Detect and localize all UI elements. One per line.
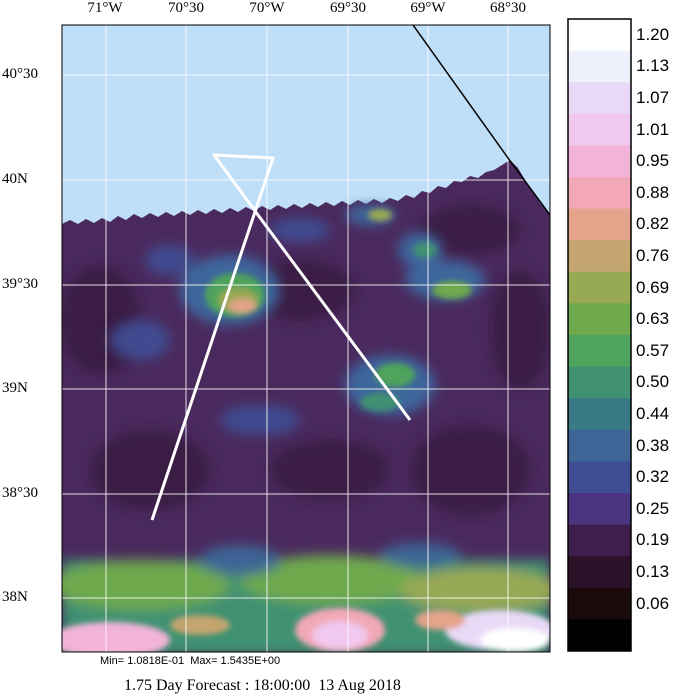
- colorbar-level-label: 1.13: [636, 56, 670, 76]
- colorbar-level-label: 0.32: [636, 467, 670, 487]
- colorbar-level-label: 0.57: [636, 340, 670, 360]
- colorbar-swatch: [568, 556, 631, 589]
- colorbar-swatch: [568, 145, 631, 178]
- colorbar-frame: [567, 18, 632, 652]
- colorbar: [568, 19, 631, 651]
- lat-label-38n: 38N: [2, 589, 28, 605]
- southern-hot: [62, 608, 550, 652]
- colorbar-swatch: [568, 335, 631, 368]
- lat-label-39n: 39N: [2, 380, 28, 396]
- flight-track: [150, 153, 412, 521]
- colorbar-swatch: [568, 461, 631, 494]
- colorbar-swatch: [568, 303, 631, 336]
- colorbar-level-label: 0.50: [636, 372, 670, 392]
- lon-label-70w: 70°W: [249, 0, 285, 16]
- lon-label-71w: 71°W: [87, 0, 123, 16]
- colorbar-swatch: [568, 429, 631, 462]
- colorbar-swatch: [568, 524, 631, 557]
- colorbar-swatch: [568, 366, 631, 399]
- colorbar-swatch: [568, 50, 631, 83]
- lon-label-69w: 69°W: [410, 0, 446, 16]
- colorbar-swatch: [568, 208, 631, 241]
- colorbar-level-label: 0.06: [636, 593, 670, 613]
- colorbar-swatch: [568, 19, 631, 52]
- colorbar-level-label: 0.88: [636, 182, 670, 202]
- min-max-text: Min= 1.0818E-01 Max= 1.5435E+00: [100, 655, 281, 667]
- map-frame: [61, 24, 551, 653]
- colorbar-level-label: 0.13: [636, 562, 670, 581]
- colorbar-level-label: 1.20: [636, 24, 670, 44]
- colorbar-swatch: [568, 113, 631, 146]
- colorbar-level-label: 0.76: [636, 246, 670, 265]
- boundary-line: [412, 25, 550, 216]
- colorbar-level-label: 0.95: [636, 151, 670, 171]
- colorbar-level-label: 1.01: [636, 119, 670, 139]
- lat-label-40n: 40N: [2, 171, 28, 187]
- colorbar-swatch: [568, 493, 631, 526]
- field-dark-patches: [62, 205, 550, 515]
- colorbar-swatch: [568, 271, 631, 304]
- lon-label-69-30: 69°30: [330, 0, 366, 16]
- colorbar-level-label: 0.63: [636, 309, 670, 329]
- colorbar-level-label: 0.44: [636, 404, 670, 423]
- colorbar-level-label: 0.82: [636, 214, 670, 234]
- lat-label-39-30: 39°30: [2, 276, 38, 292]
- lat-label-40-30: 40°30: [2, 66, 38, 82]
- colorbar-level-label: 0.38: [636, 435, 670, 455]
- colorbar-swatch: [568, 398, 631, 431]
- colorbar-level-label: 0.25: [636, 498, 670, 518]
- colorbar-swatch: [568, 240, 631, 273]
- lat-label-38-30: 38°30: [2, 485, 38, 501]
- lon-label-68-30: 68°30: [490, 0, 526, 16]
- forecast-caption: 1.75 Day Forecast : 18:00:00 13 Aug 2018: [124, 677, 401, 694]
- colorbar-level-label: 0.69: [636, 277, 670, 297]
- map-panel: [62, 25, 550, 652]
- lon-label-70-30: 70°30: [168, 0, 204, 16]
- colorbar-level-label: 1.07: [636, 88, 670, 107]
- colorbar-swatch: [568, 82, 631, 115]
- colorbar-swatch: [568, 587, 631, 620]
- colorbar-level-label: 0.19: [636, 530, 670, 550]
- colorbar-swatch: [568, 177, 631, 210]
- colorbar-swatch-bottom: [568, 619, 631, 651]
